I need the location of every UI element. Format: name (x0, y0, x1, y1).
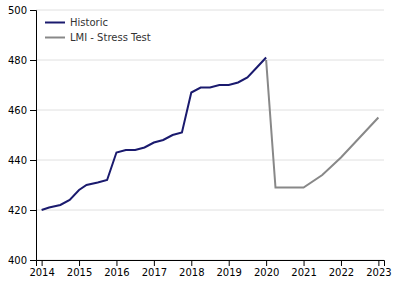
tick-mark (30, 160, 36, 161)
grid-line (36, 10, 384, 11)
tick-mark (30, 60, 36, 61)
tick-mark (79, 260, 80, 266)
tick-mark (30, 210, 36, 211)
tick-label: 500 (8, 5, 27, 16)
series-line (266, 60, 378, 188)
legend-label: LMI - Stress Test (70, 32, 151, 43)
tick: 2021 (291, 260, 316, 278)
tick-mark (30, 110, 36, 111)
tick-label: 400 (8, 255, 27, 266)
tick-mark (154, 260, 155, 266)
tick-label: 2022 (329, 267, 354, 278)
tick-mark (191, 260, 192, 266)
series-line (42, 58, 267, 211)
tick-label: 2020 (254, 267, 279, 278)
tick-mark (30, 260, 36, 261)
axis-line (30, 11, 37, 261)
tick-mark (30, 10, 36, 11)
tick-mark (116, 260, 117, 266)
tick-label: 440 (8, 155, 27, 166)
tick-label: 2014 (29, 267, 54, 278)
tick-label: 2018 (179, 267, 204, 278)
tick: 400 (8, 255, 36, 266)
tick-label: 2019 (216, 267, 241, 278)
tick: 2019 (216, 260, 241, 278)
tick: 2020 (254, 260, 279, 278)
tick: 500 (8, 5, 36, 16)
tick-mark (341, 260, 342, 266)
legend-swatch (45, 37, 65, 39)
tick: 2014 (29, 260, 54, 278)
tick-label: 480 (8, 55, 27, 66)
tick-mark (229, 260, 230, 266)
grid-line (36, 110, 384, 111)
x-axis: 2014 2015 2016 2017 2018 2019 2020 2021 2022 2023 (29, 260, 391, 278)
tick: 2023 (366, 260, 391, 278)
tick: 2018 (179, 260, 204, 278)
axis-line (37, 261, 385, 267)
tick: 440 (8, 155, 36, 166)
grid (36, 10, 384, 260)
tick-label: 2016 (104, 267, 129, 278)
tick-mark (304, 260, 305, 266)
grid-line (36, 160, 384, 161)
tick: 2016 (104, 260, 129, 278)
legend-item: Historic (45, 17, 108, 28)
grid-line (36, 210, 384, 211)
legend-box (40, 12, 156, 48)
tick-label: 2015 (67, 267, 92, 278)
tick: 2022 (329, 260, 354, 278)
tick-label: 2017 (142, 267, 167, 278)
tick-label: 460 (8, 105, 27, 116)
tick: 2017 (142, 260, 167, 278)
tick: 2015 (67, 260, 92, 278)
tick: 460 (8, 105, 36, 116)
tick-mark (42, 260, 43, 266)
tick: 420 (8, 205, 36, 216)
tick-mark (378, 260, 379, 266)
tick-mark (266, 260, 267, 266)
legend: Historic LMI - Stress Test (40, 12, 156, 48)
tick-label: 2023 (366, 267, 391, 278)
plot-area (42, 58, 379, 211)
legend-item: LMI - Stress Test (45, 32, 151, 43)
grid-line (36, 60, 384, 61)
legend-label: Historic (70, 17, 108, 28)
tick-label: 420 (8, 205, 27, 216)
legend-swatch (45, 22, 65, 24)
tick-label: 2021 (291, 267, 316, 278)
y-axis: 400 420 440 460 480 500 (8, 5, 37, 266)
chart: 2014 2015 2016 2017 2018 2019 2020 2021 2022 2023… (0, 0, 400, 284)
tick: 480 (8, 55, 36, 66)
